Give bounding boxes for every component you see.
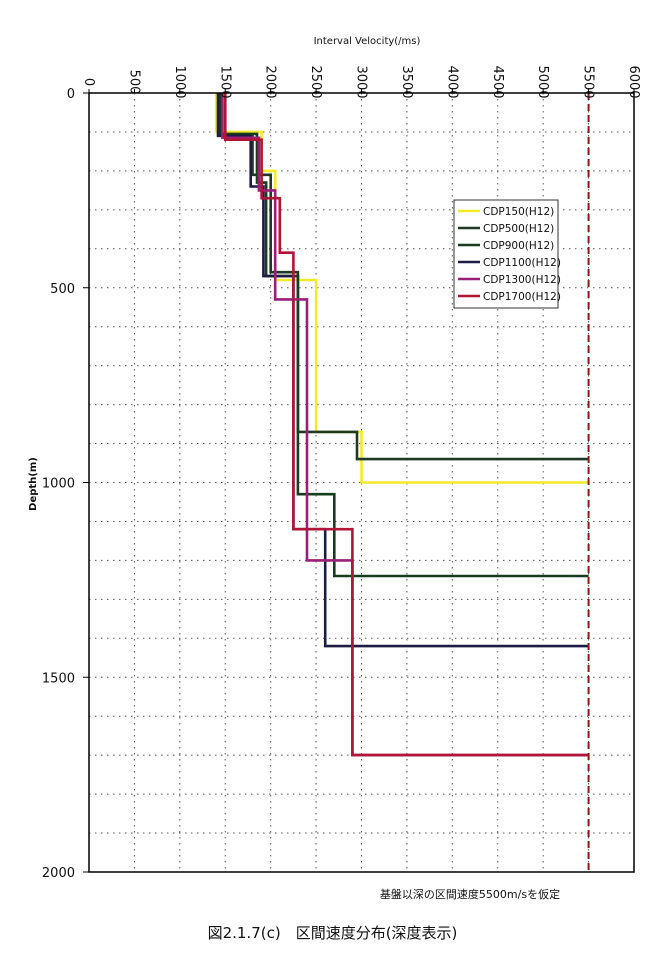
figure-caption: 図2.1.7(c) 区間速度分布(深度表示)	[207, 924, 458, 942]
series-cdp900-h12	[217, 93, 589, 578]
legend-label: CDP150(H12)	[483, 206, 554, 218]
legend-label: CDP900(H12)	[483, 240, 554, 252]
y-axis-title: Depth(m)	[28, 457, 39, 511]
x-tick-label: 3500	[399, 65, 414, 98]
x-tick-label: 5000	[535, 65, 550, 98]
x-tick-label: 1000	[172, 65, 187, 98]
legend-label: CDP500(H12)	[483, 223, 554, 235]
series-cdp1300-h12	[221, 93, 589, 757]
series-lines	[214, 93, 589, 757]
x-tick-label: 3000	[354, 65, 369, 98]
y-tick-label: 1500	[42, 671, 75, 686]
x-tick-label: 2000	[263, 65, 278, 98]
y-tick-label: 0	[67, 87, 75, 102]
y-tick-label: 1000	[42, 477, 75, 492]
x-tick-label: 500	[126, 70, 141, 95]
series-cdp1700-h12	[224, 93, 589, 757]
legend: CDP150(H12) CDP500(H12) CDP900(H12) CDP1100…	[453, 199, 561, 309]
x-tick-label: 1500	[217, 65, 232, 98]
note-text: 基盤以深の区間速度5500m/sを仮定	[380, 887, 560, 901]
legend-label: CDP1100(H12)	[483, 257, 561, 269]
y-tick-label: 2000	[42, 866, 75, 881]
x-tick-label: 4500	[490, 65, 505, 98]
x-tick-label: 6000	[626, 65, 641, 98]
x-tick-label: 0	[81, 78, 96, 86]
x-tick-label: 4000	[444, 65, 459, 98]
series-cdp1100-h12	[216, 93, 589, 648]
legend-box	[453, 199, 559, 309]
x-tick-label: 5500	[581, 65, 596, 98]
x-axis-title: Interval Velocity(/ms)	[314, 36, 421, 47]
legend-label: CDP1300(H12)	[483, 274, 561, 286]
x-tick-label: 2500	[308, 65, 323, 98]
axes: 0 500 1000 1500 2000 2500 3000 3500 4000 4500 5000…	[42, 65, 641, 881]
y-tick-label: 500	[50, 282, 75, 297]
grid	[89, 93, 634, 872]
legend-label: CDP1700(H12)	[483, 291, 561, 303]
